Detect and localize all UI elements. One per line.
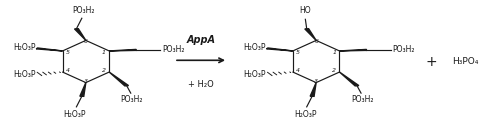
- Text: 4: 4: [66, 68, 70, 73]
- Text: 6: 6: [314, 39, 318, 44]
- Polygon shape: [305, 29, 316, 40]
- Polygon shape: [36, 48, 62, 51]
- Text: H₂O₃P: H₂O₃P: [13, 43, 36, 52]
- Text: 2: 2: [102, 68, 106, 73]
- Text: PO₃H₂: PO₃H₂: [351, 95, 374, 104]
- Text: 2: 2: [332, 68, 336, 73]
- Polygon shape: [340, 49, 366, 51]
- Text: AppA: AppA: [186, 35, 216, 45]
- Text: PO₃H₂: PO₃H₂: [120, 95, 143, 104]
- Text: 3: 3: [314, 79, 318, 84]
- Polygon shape: [109, 49, 136, 51]
- Text: HO: HO: [300, 6, 311, 15]
- Text: H₂O₃P: H₂O₃P: [243, 43, 266, 52]
- Polygon shape: [340, 72, 359, 86]
- Text: PO₃H₂: PO₃H₂: [392, 45, 414, 54]
- Text: + H₂O: + H₂O: [188, 80, 214, 89]
- Text: H₃PO₄: H₃PO₄: [452, 57, 479, 66]
- Text: PO₃H₂: PO₃H₂: [72, 6, 94, 15]
- Text: 6: 6: [84, 39, 88, 44]
- Text: H₂O₃P: H₂O₃P: [64, 110, 86, 119]
- Text: H₂O₃P: H₂O₃P: [13, 70, 36, 79]
- Text: 3: 3: [84, 79, 88, 84]
- Polygon shape: [74, 29, 86, 40]
- Text: 5: 5: [296, 50, 300, 55]
- Text: H₂O₃P: H₂O₃P: [294, 110, 316, 119]
- Text: 5: 5: [66, 50, 70, 55]
- Text: +: +: [426, 54, 437, 69]
- Polygon shape: [80, 83, 86, 96]
- Text: PO₃H₂: PO₃H₂: [162, 45, 184, 54]
- Polygon shape: [266, 48, 293, 51]
- Text: H₂O₃P: H₂O₃P: [243, 70, 266, 79]
- Polygon shape: [310, 83, 316, 96]
- Text: 1: 1: [102, 50, 106, 55]
- Text: 4: 4: [296, 68, 300, 73]
- Polygon shape: [109, 72, 128, 86]
- Text: 1: 1: [332, 50, 336, 55]
